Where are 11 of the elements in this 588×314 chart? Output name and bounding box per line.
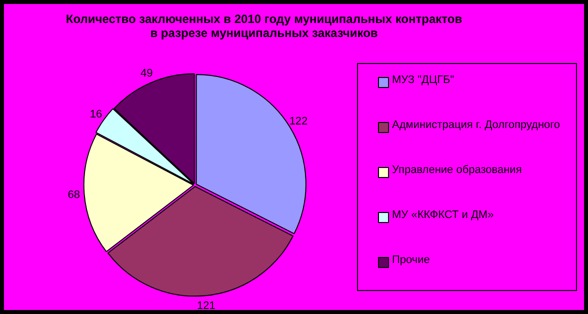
legend-label: Прочие bbox=[392, 254, 430, 266]
data-label: 121 bbox=[196, 300, 216, 312]
legend-label: Управление образования bbox=[392, 164, 522, 176]
legend-label: МУЗ "ДЦГБ" bbox=[392, 74, 454, 86]
legend-label: МУ «ККФКСТ и ДМ» bbox=[392, 209, 494, 221]
data-label: 68 bbox=[68, 189, 80, 202]
data-label: 122 bbox=[289, 115, 308, 128]
data-label: 49 bbox=[140, 68, 153, 80]
data-label: 16 bbox=[90, 108, 102, 121]
chart-title: Количество заключенных в 2010 году муниципальных контрактов в разрезе муниципальных заказчиков bbox=[64, 12, 464, 40]
legend-label: Администрация г. Долгопрудного bbox=[392, 119, 560, 131]
